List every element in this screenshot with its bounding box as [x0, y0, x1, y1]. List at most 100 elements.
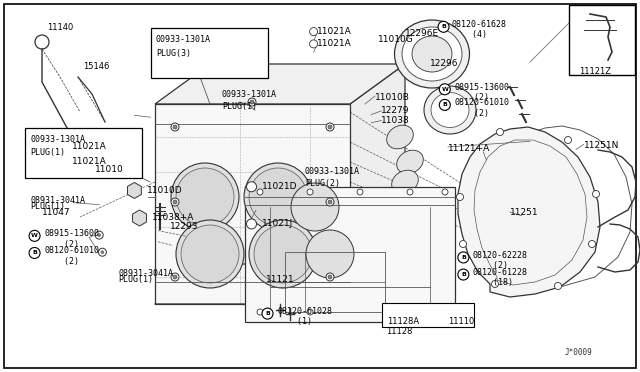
Text: B: B	[32, 250, 37, 256]
Circle shape	[173, 125, 177, 129]
Polygon shape	[127, 182, 141, 199]
Polygon shape	[458, 127, 600, 297]
Circle shape	[257, 189, 263, 195]
Circle shape	[248, 98, 256, 106]
Ellipse shape	[176, 220, 244, 288]
Text: 11128A: 11128A	[387, 317, 419, 326]
Text: 11121: 11121	[266, 275, 294, 284]
Text: 11047: 11047	[42, 208, 70, 217]
Text: 08120-61628
    (4): 08120-61628 (4)	[452, 20, 507, 39]
Circle shape	[59, 142, 69, 152]
Text: B: B	[442, 102, 447, 108]
Ellipse shape	[387, 125, 413, 149]
Circle shape	[328, 200, 332, 204]
Ellipse shape	[431, 93, 469, 128]
Circle shape	[456, 193, 463, 201]
Circle shape	[262, 308, 273, 319]
Text: 11010G: 11010G	[378, 35, 413, 44]
Text: 08931-3041A: 08931-3041A	[118, 269, 173, 278]
Text: 15146: 15146	[83, 62, 109, 71]
Circle shape	[326, 123, 334, 131]
Text: J*0009: J*0009	[564, 348, 592, 357]
Text: 08931-3041A: 08931-3041A	[31, 196, 86, 205]
FancyBboxPatch shape	[25, 128, 142, 178]
Text: 11038+A: 11038+A	[152, 214, 195, 222]
Text: 11251N: 11251N	[584, 141, 619, 150]
Polygon shape	[132, 210, 147, 226]
Circle shape	[35, 35, 49, 49]
Circle shape	[171, 273, 179, 281]
Text: B: B	[441, 24, 446, 29]
Text: 00933-1301A: 00933-1301A	[156, 35, 211, 44]
Text: 08120-61010
    (2): 08120-61010 (2)	[454, 98, 509, 118]
Ellipse shape	[291, 183, 339, 231]
Text: 12296: 12296	[430, 59, 459, 68]
Circle shape	[439, 84, 451, 95]
Circle shape	[357, 189, 363, 195]
Circle shape	[310, 40, 317, 48]
Circle shape	[589, 241, 595, 247]
Ellipse shape	[176, 168, 234, 226]
Bar	[245, 187, 455, 322]
Ellipse shape	[412, 36, 452, 72]
Circle shape	[62, 160, 66, 164]
Text: 00933-1301A: 00933-1301A	[305, 167, 360, 176]
Ellipse shape	[249, 168, 307, 226]
Circle shape	[328, 275, 332, 279]
Text: 00933-1301A: 00933-1301A	[222, 90, 277, 99]
Circle shape	[246, 182, 257, 192]
Text: B: B	[265, 311, 270, 316]
Text: 12279: 12279	[381, 106, 410, 115]
Circle shape	[98, 234, 100, 237]
Polygon shape	[350, 64, 405, 304]
Text: PLUG(1): PLUG(1)	[222, 102, 257, 111]
Text: B: B	[461, 272, 466, 277]
Circle shape	[171, 198, 179, 206]
Text: B: B	[461, 255, 466, 260]
Circle shape	[59, 157, 69, 167]
Text: 11010B: 11010B	[375, 93, 410, 102]
Text: 11021D: 11021D	[262, 182, 298, 191]
Circle shape	[326, 273, 334, 281]
Circle shape	[173, 200, 177, 204]
Circle shape	[257, 309, 263, 315]
Text: 08915-13600
    (2): 08915-13600 (2)	[454, 83, 509, 102]
Circle shape	[171, 123, 179, 131]
Circle shape	[307, 309, 313, 315]
Ellipse shape	[394, 20, 470, 88]
Circle shape	[438, 21, 449, 32]
Text: 08915-13600
    (2): 08915-13600 (2)	[44, 229, 99, 248]
Text: PLUG(1): PLUG(1)	[31, 202, 66, 211]
Circle shape	[101, 251, 104, 254]
Circle shape	[246, 219, 257, 229]
Polygon shape	[155, 104, 350, 304]
Text: 00933-1301A: 00933-1301A	[30, 135, 85, 144]
Circle shape	[442, 189, 448, 195]
Text: 08120-62228
    (2): 08120-62228 (2)	[473, 251, 528, 270]
Circle shape	[95, 231, 103, 239]
Text: 11251: 11251	[510, 208, 539, 217]
Text: PLUG(1): PLUG(1)	[118, 275, 154, 284]
Circle shape	[250, 100, 254, 104]
Text: 11128: 11128	[386, 327, 412, 336]
FancyBboxPatch shape	[381, 302, 474, 327]
Circle shape	[29, 230, 40, 241]
Circle shape	[458, 252, 469, 263]
Circle shape	[460, 241, 467, 247]
Text: PLUG(1): PLUG(1)	[30, 148, 65, 157]
Circle shape	[458, 269, 469, 280]
Ellipse shape	[254, 225, 312, 283]
Text: 11021J: 11021J	[262, 219, 294, 228]
Circle shape	[328, 125, 332, 129]
Ellipse shape	[306, 230, 354, 278]
Text: 08120-61010
    (2): 08120-61010 (2)	[44, 246, 99, 266]
Ellipse shape	[392, 170, 419, 194]
Circle shape	[307, 189, 313, 195]
FancyBboxPatch shape	[151, 28, 268, 78]
Text: 11038: 11038	[381, 116, 410, 125]
Text: 11010: 11010	[95, 165, 124, 174]
Text: 08120-61028
    (1): 08120-61028 (1)	[277, 307, 332, 326]
Circle shape	[439, 99, 451, 110]
Circle shape	[29, 247, 40, 259]
Circle shape	[326, 198, 334, 206]
